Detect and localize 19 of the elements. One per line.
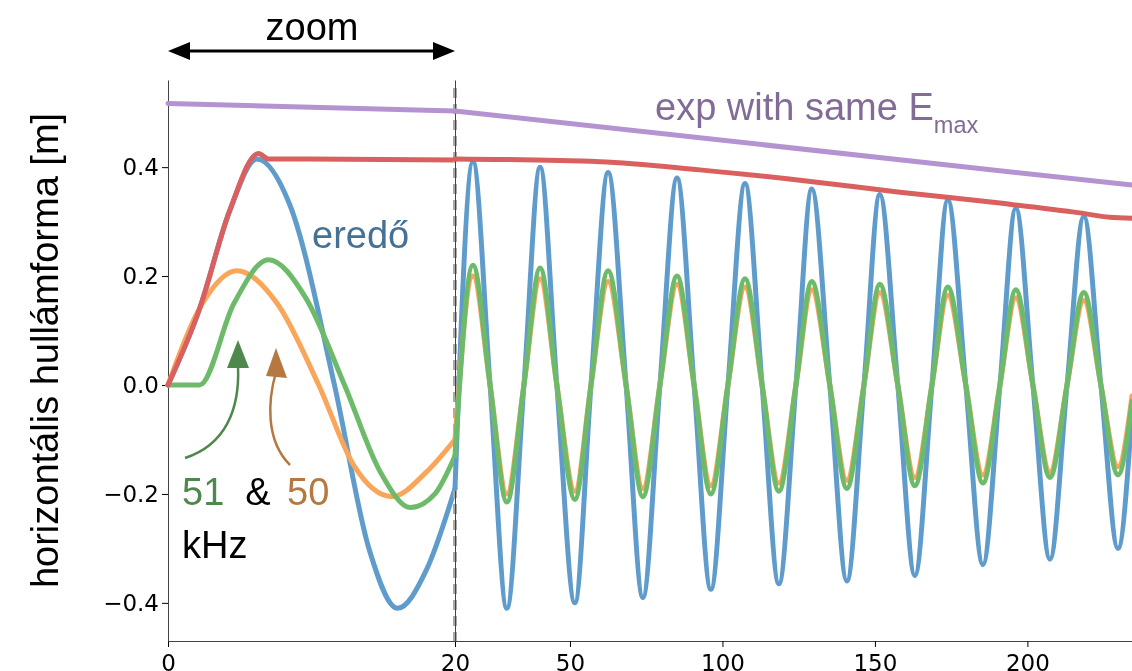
x-tick-label: 0: [161, 649, 176, 671]
series-label: exp with same E$_{max}$: [655, 86, 979, 138]
y-tick-label: −0.2: [103, 480, 159, 507]
y-tick-label: 0.4: [122, 154, 159, 181]
text: zoom: [265, 6, 359, 48]
x-tick-label: 200: [1005, 649, 1050, 671]
x-tick-label: 50: [555, 649, 586, 671]
y-tick-label: 0.2: [122, 262, 159, 289]
y-tick-label: −0.4: [103, 589, 159, 616]
annotation: kHz: [182, 524, 248, 566]
annotation: &: [245, 471, 271, 513]
series-label: eredő: [312, 214, 410, 256]
x-tick-label: 20: [440, 649, 471, 671]
x-tick-label: 100: [700, 649, 745, 671]
series-label: 50: [287, 471, 330, 513]
y-axis-title: horizontális hullámforma [m]: [24, 112, 66, 589]
x-tick-label: 150: [853, 649, 898, 671]
y-tick-label: 0.0: [122, 371, 159, 398]
text: 51: [182, 471, 225, 513]
